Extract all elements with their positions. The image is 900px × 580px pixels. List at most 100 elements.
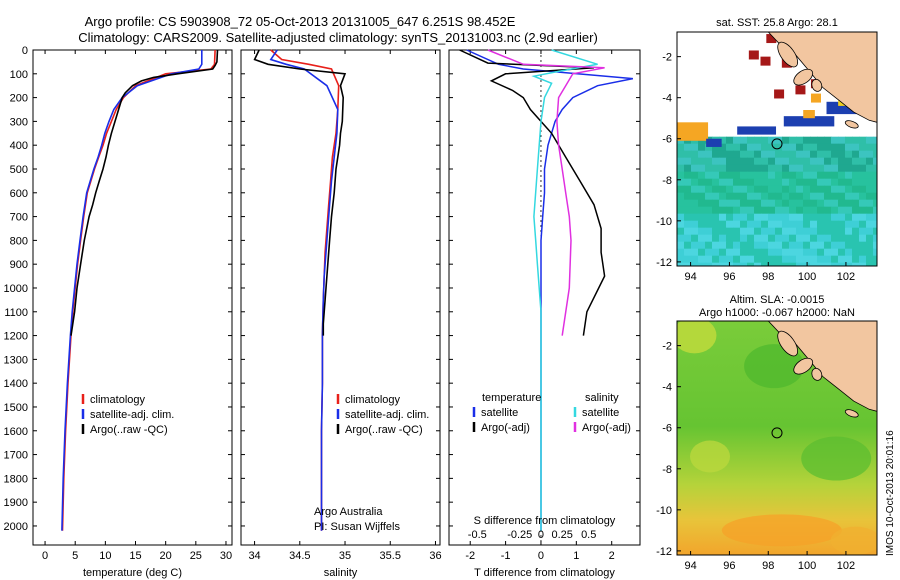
sst-cell xyxy=(810,220,818,229)
sst-cell xyxy=(747,262,755,266)
sst-cell xyxy=(796,206,804,215)
sst-cell xyxy=(740,178,748,187)
sst-cell xyxy=(733,171,741,180)
sst-cell xyxy=(684,178,692,187)
title-line-2: Climatology: CARS2009. Satellite-adjuste… xyxy=(78,30,598,45)
plot-frame xyxy=(448,49,641,546)
sst-cell xyxy=(698,150,706,159)
x-tick-label: 0 xyxy=(42,550,48,562)
sst-cell xyxy=(754,185,762,194)
sst-cell xyxy=(768,248,776,257)
y-tick-label: -4 xyxy=(662,382,672,394)
sst-cell xyxy=(838,185,846,194)
annotation-line: PI: Susan Wijffels xyxy=(314,521,400,533)
sst-cell xyxy=(733,248,741,257)
sst-cell xyxy=(719,248,727,257)
salinity-series-line xyxy=(253,49,347,336)
y-tick-label: -12 xyxy=(656,546,672,558)
sst-cell xyxy=(691,164,699,173)
sst-cell xyxy=(775,227,783,236)
sst-cell xyxy=(761,164,769,173)
sst-cell xyxy=(747,150,755,159)
sst-cell xyxy=(775,248,783,257)
sst-cell xyxy=(782,220,790,229)
sst-cell xyxy=(859,227,867,236)
sst-cell xyxy=(719,136,727,145)
x-tick-label: 96 xyxy=(723,271,735,283)
sst-cell xyxy=(684,213,692,222)
sst-cell xyxy=(782,255,790,264)
sst-cell xyxy=(810,143,818,152)
y-tick-label: -4 xyxy=(662,93,672,105)
y-tick-label: 600 xyxy=(10,188,28,200)
sst-cell xyxy=(775,143,783,152)
sst-cell xyxy=(691,234,699,243)
sst-cell xyxy=(782,143,790,152)
sst-cell xyxy=(810,171,818,180)
sst-cell xyxy=(712,220,720,229)
panel-temperature: 0100200300400500600700800900100011001200… xyxy=(4,45,233,579)
sst-cell xyxy=(677,206,685,215)
sst-cell xyxy=(712,255,720,264)
sst-patch xyxy=(706,138,722,147)
sst-cell xyxy=(831,255,839,264)
y-tick-label: 900 xyxy=(10,259,28,271)
sst-cell xyxy=(838,150,846,159)
sst-cell xyxy=(873,248,877,257)
sst-cell xyxy=(831,171,839,180)
sst-cell xyxy=(803,241,811,250)
x-tick-label: 20 xyxy=(160,550,172,562)
y-tick-label: 1100 xyxy=(4,307,28,319)
sst-cell xyxy=(845,241,853,250)
sst-cell xyxy=(677,199,685,208)
sst-cell xyxy=(845,136,853,145)
legend-label: Argo(..raw -QC) xyxy=(345,424,423,436)
sst-cell xyxy=(754,199,762,208)
sst-cell xyxy=(747,248,755,257)
sst-cell xyxy=(740,262,748,266)
difference-series-line xyxy=(531,49,598,531)
sst-cell xyxy=(782,164,790,173)
sst-cell xyxy=(726,185,734,194)
y-tick-label: 200 xyxy=(10,93,28,105)
sst-cell xyxy=(712,227,720,236)
legend-heading: salinity xyxy=(585,392,619,404)
sst-cell xyxy=(817,185,825,194)
sst-cell xyxy=(810,241,818,250)
sst-cell xyxy=(712,150,720,159)
sst-cell xyxy=(733,234,741,243)
sst-cell xyxy=(761,234,769,243)
sst-cell xyxy=(754,171,762,180)
sst-cell xyxy=(838,192,846,201)
sst-cell xyxy=(817,255,825,264)
sst-cell xyxy=(866,178,874,187)
sst-cell xyxy=(810,262,818,266)
sst-cell xyxy=(733,213,741,222)
sst-cell xyxy=(719,171,727,180)
sst-cell xyxy=(803,248,811,257)
sst-cell xyxy=(789,248,797,257)
sst-cell xyxy=(810,227,818,236)
sst-cell xyxy=(824,171,832,180)
sst-cell xyxy=(817,241,825,250)
sst-cell xyxy=(705,171,713,180)
sst-cell xyxy=(726,171,734,180)
sst-cell xyxy=(824,234,832,243)
x-tick-label: 100 xyxy=(798,271,816,283)
sst-cell xyxy=(796,150,804,159)
sst-cell xyxy=(838,171,846,180)
x-tick-label: 94 xyxy=(684,560,696,572)
temperature-series-line xyxy=(70,49,219,336)
sst-cell xyxy=(852,248,860,257)
sst-cell xyxy=(712,178,720,187)
imos-stamp: IMOS 10-Oct-2013 20:01:16 xyxy=(885,430,896,556)
x-tick-label: 36 xyxy=(429,550,441,562)
sst-cell xyxy=(733,227,741,236)
sst-cell xyxy=(754,234,762,243)
map-sst_map: 94 96 98 100 102 -2 -4 -6 -8 -10 -12 sat. SST: 25.8… xyxy=(656,17,878,283)
sst-cell xyxy=(768,157,776,166)
sst-cell xyxy=(712,206,720,215)
sst-cell xyxy=(719,255,727,264)
sst-cell xyxy=(873,192,877,201)
